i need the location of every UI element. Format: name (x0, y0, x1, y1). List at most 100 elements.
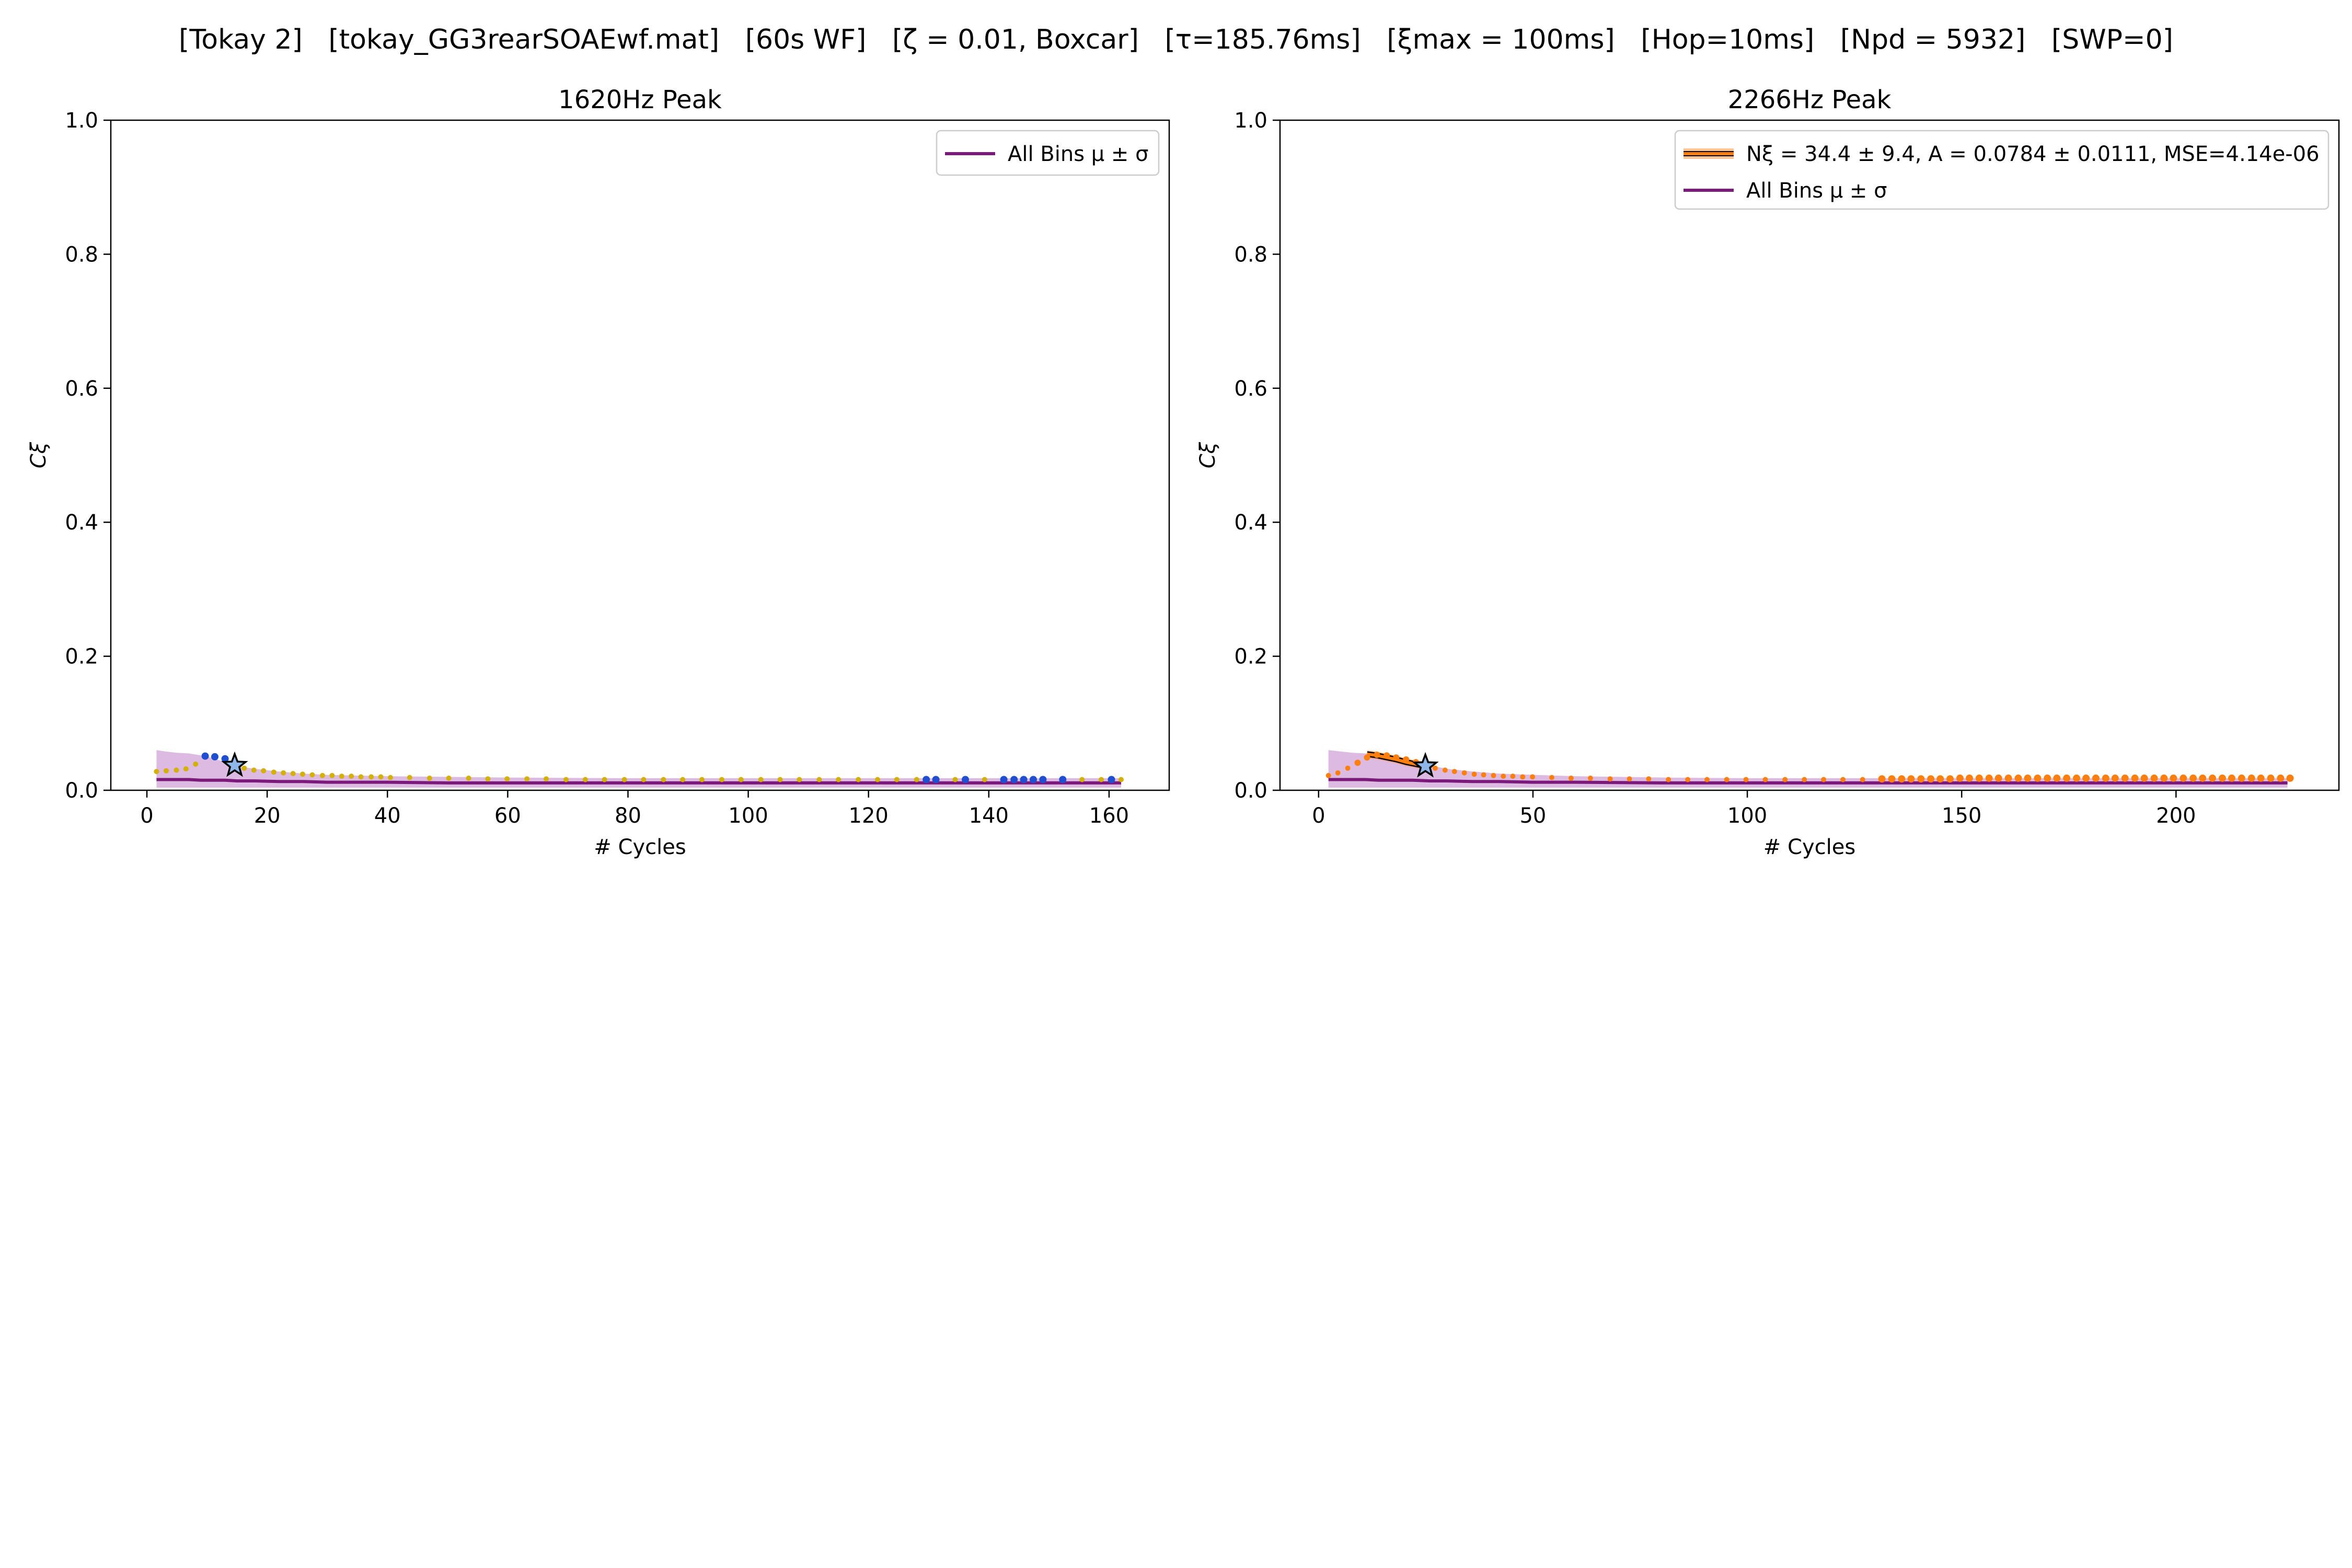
data-point (1704, 777, 1710, 782)
data-point (1685, 777, 1691, 782)
x-tick-label: 40 (374, 804, 401, 828)
data-point (271, 769, 276, 775)
y-tick-label: 0.0 (65, 779, 98, 803)
data-point-selected (2180, 774, 2187, 782)
data-point (719, 777, 724, 782)
data-point-selected (1403, 756, 1410, 763)
x-tick-label: 200 (2156, 804, 2196, 828)
data-point (1530, 774, 1536, 780)
data-point (982, 777, 987, 782)
data-point-selected (211, 753, 218, 760)
data-point-selected (2053, 774, 2061, 782)
data-point (1079, 777, 1085, 782)
data-point-selected (2024, 774, 2032, 782)
x-tick-label: 120 (849, 804, 889, 828)
data-point (602, 777, 607, 782)
data-point-selected (1364, 754, 1370, 761)
data-point-selected (2044, 774, 2051, 782)
y-tick-label: 1.0 (1234, 109, 1267, 133)
data-point-selected (1383, 752, 1390, 759)
data-point (388, 775, 393, 780)
title-part-8: [SWP=0] (2025, 24, 2173, 55)
y-axis-label: Cξ (1196, 442, 1220, 468)
data-point (1549, 775, 1554, 780)
data-point-selected (1010, 776, 1018, 783)
legend-frame (1674, 130, 2330, 210)
y-tick-label: 0.6 (1234, 377, 1267, 401)
data-point-selected (2102, 774, 2109, 782)
data-point (300, 771, 305, 777)
data-point (661, 777, 666, 782)
data-point-selected (1000, 776, 1008, 783)
data-point (1782, 777, 1788, 782)
data-point-selected (1975, 774, 1983, 782)
x-tick-label: 0 (1312, 804, 1325, 828)
mean-line (156, 778, 1121, 785)
data-point-selected (1907, 775, 1915, 783)
y-tick-label: 0.6 (65, 377, 98, 401)
data-point (1481, 772, 1486, 778)
sigma-band (156, 750, 1121, 788)
data-point (816, 777, 822, 782)
title-part-3: [ζ = 0.01, Boxcar] (866, 24, 1139, 55)
data-point-selected (932, 776, 940, 783)
y-tick-label: 0.0 (1234, 779, 1267, 803)
data-point (1587, 775, 1593, 781)
x-tick-label: 60 (494, 804, 521, 828)
data-point-selected (1374, 752, 1380, 758)
subplot-title: 2266Hz Peak (1728, 85, 1892, 114)
axes-frame (1279, 119, 2340, 791)
data-point (1325, 773, 1331, 778)
data-point (163, 768, 169, 774)
data-point (241, 765, 247, 771)
data-point (544, 776, 549, 782)
data-point-selected (1020, 776, 1028, 783)
data-point (952, 777, 958, 782)
data-point-selected (2092, 774, 2100, 782)
data-point (329, 773, 335, 778)
data-point (1821, 777, 1827, 782)
axes-frame (110, 119, 1170, 791)
data-point (894, 777, 900, 782)
data-point (1432, 765, 1438, 771)
data-point (524, 776, 530, 782)
data-point (1724, 777, 1730, 782)
x-axis-label: # Cycles (1763, 835, 1855, 859)
y-tick-label: 0.2 (1234, 645, 1267, 669)
legend-frame (936, 130, 1160, 176)
data-point-selected (2238, 774, 2245, 782)
data-point (777, 777, 783, 782)
data-point-selected (2150, 774, 2158, 782)
data-point (261, 768, 267, 774)
data-point (856, 777, 861, 782)
data-point-selected (221, 755, 229, 763)
data-point-selected (2160, 774, 2168, 782)
y-axis-label: Cξ (27, 442, 51, 468)
subplot-2266hz: 0 50 100 150 200 0.0 0.2 0.4 0.6 0.8 1.0 2266Hz Pea… (1196, 85, 2340, 859)
data-point (641, 777, 647, 782)
data-point (368, 774, 374, 780)
data-point-selected (2228, 774, 2235, 782)
data-point-selected (1393, 754, 1400, 761)
data-point (1520, 774, 1526, 780)
data-point (582, 777, 588, 782)
y-tick-label: 0.8 (65, 243, 98, 267)
data-point (1802, 777, 1807, 782)
data-point (349, 774, 354, 779)
data-point-selected (1898, 775, 1906, 783)
data-point (1471, 771, 1477, 777)
title-part-5: [ξmax = 100ms] (1361, 24, 1615, 55)
title-part-6: [Hop=10ms] (1615, 24, 1815, 55)
data-point-selected (1888, 775, 1896, 783)
y-tick-label: 0.8 (1234, 243, 1267, 267)
x-tick-label: 50 (1519, 804, 1546, 828)
data-point (875, 777, 880, 782)
data-point (1860, 777, 1865, 782)
data-point (290, 771, 296, 776)
title-part-2: [60s WF] (719, 24, 867, 55)
data-point (183, 766, 189, 771)
data-point-selected (2199, 774, 2207, 782)
data-point (426, 775, 432, 781)
data-point (1461, 770, 1467, 776)
subplot-1620hz: 0 20 40 60 80 100 120 140 160 0.0 0.2 0.4 0.6 0.8 1.0 1… (27, 85, 1170, 859)
